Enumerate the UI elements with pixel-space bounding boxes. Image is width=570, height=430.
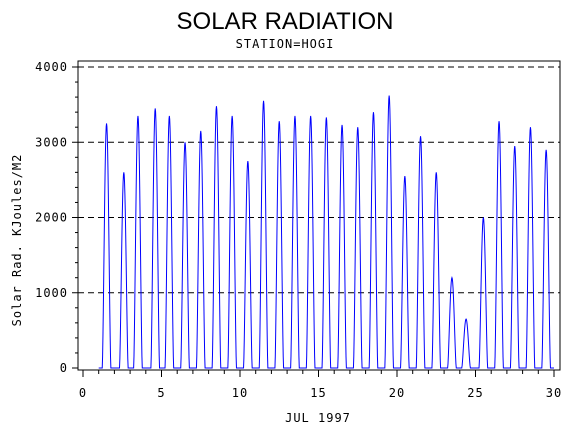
x-tick-label-25: 25	[467, 386, 483, 400]
y-tick-label-2000: 2000	[35, 211, 68, 225]
x-axis: 0 5 10 15 20 25 30	[79, 370, 562, 400]
x-tick-label-0: 0	[79, 386, 87, 400]
x-tick-label-30: 30	[546, 386, 562, 400]
chart-title: SOLAR RADIATION	[177, 8, 394, 35]
x-axis-label: JUL 1997	[285, 411, 351, 425]
x-tick-label-5: 5	[157, 386, 165, 400]
y-tick-label-4000: 4000	[35, 60, 68, 74]
x-tick-label-20: 20	[389, 386, 405, 400]
grid-lines	[78, 66, 560, 294]
y-axis: 0 1000 2000 3000 4000	[35, 60, 78, 375]
x-tick-label-15: 15	[310, 386, 326, 400]
y-tick-label-3000: 3000	[35, 135, 68, 149]
solar-radiation-line	[98, 95, 554, 369]
chart-subtitle: STATION=HOGI	[236, 37, 335, 51]
plot-frame	[77, 60, 561, 371]
y-tick-label-1000: 1000	[35, 286, 68, 300]
y-tick-label-0: 0	[60, 361, 68, 375]
y-axis-label: Solar Rad. KJoules/M2	[10, 154, 24, 327]
x-tick-label-10: 10	[232, 386, 248, 400]
